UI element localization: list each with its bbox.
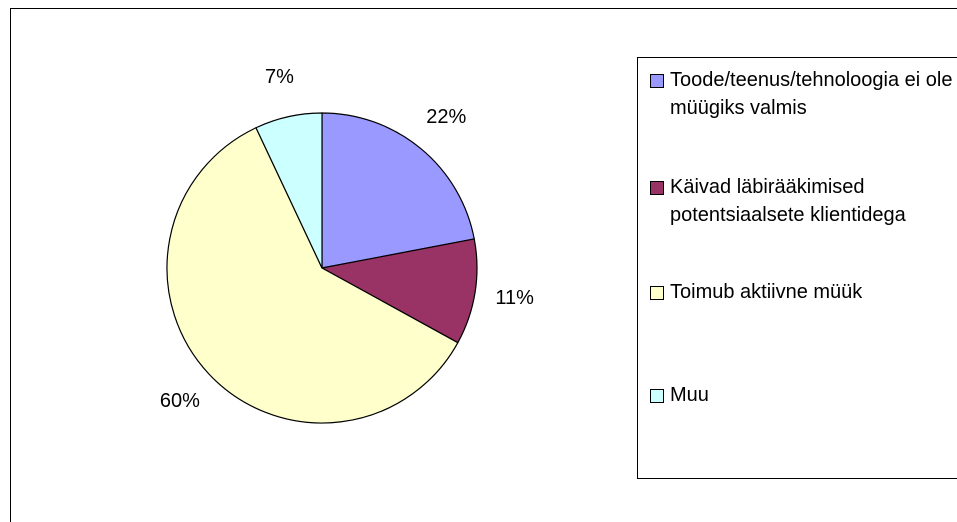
legend-swatch [650,74,664,88]
legend-label: Käivad läbirääkimised potentsiaalsete kl… [670,176,906,226]
data-label: 11% [495,287,534,309]
legend-item: Toode/teenus/tehnoloogia ei ole müügiks … [650,66,957,122]
legend-item: Käivad läbirääkimised potentsiaalsete kl… [650,173,957,229]
pie-slice [166,126,459,424]
legend-swatch [650,181,664,195]
legend-item: Toimub aktiivne müük [650,278,957,306]
pie-slice [320,238,478,344]
legend-label: Toode/teenus/tehnoloogia ei ole müügiks … [670,69,953,119]
pie-slice [255,112,323,269]
chart-frame [10,8,957,522]
data-label: 7% [265,66,294,88]
data-label: 22% [426,106,466,128]
legend-swatch [650,389,664,403]
pie-slice [321,112,475,269]
legend-label: Muu [670,384,709,406]
legend-swatch [650,286,664,300]
data-label: 60% [160,390,200,412]
legend: Toode/teenus/tehnoloogia ei ole müügiks … [637,57,957,479]
legend-label: Toimub aktiivne müük [670,281,863,303]
legend-item: Muu [650,381,957,409]
